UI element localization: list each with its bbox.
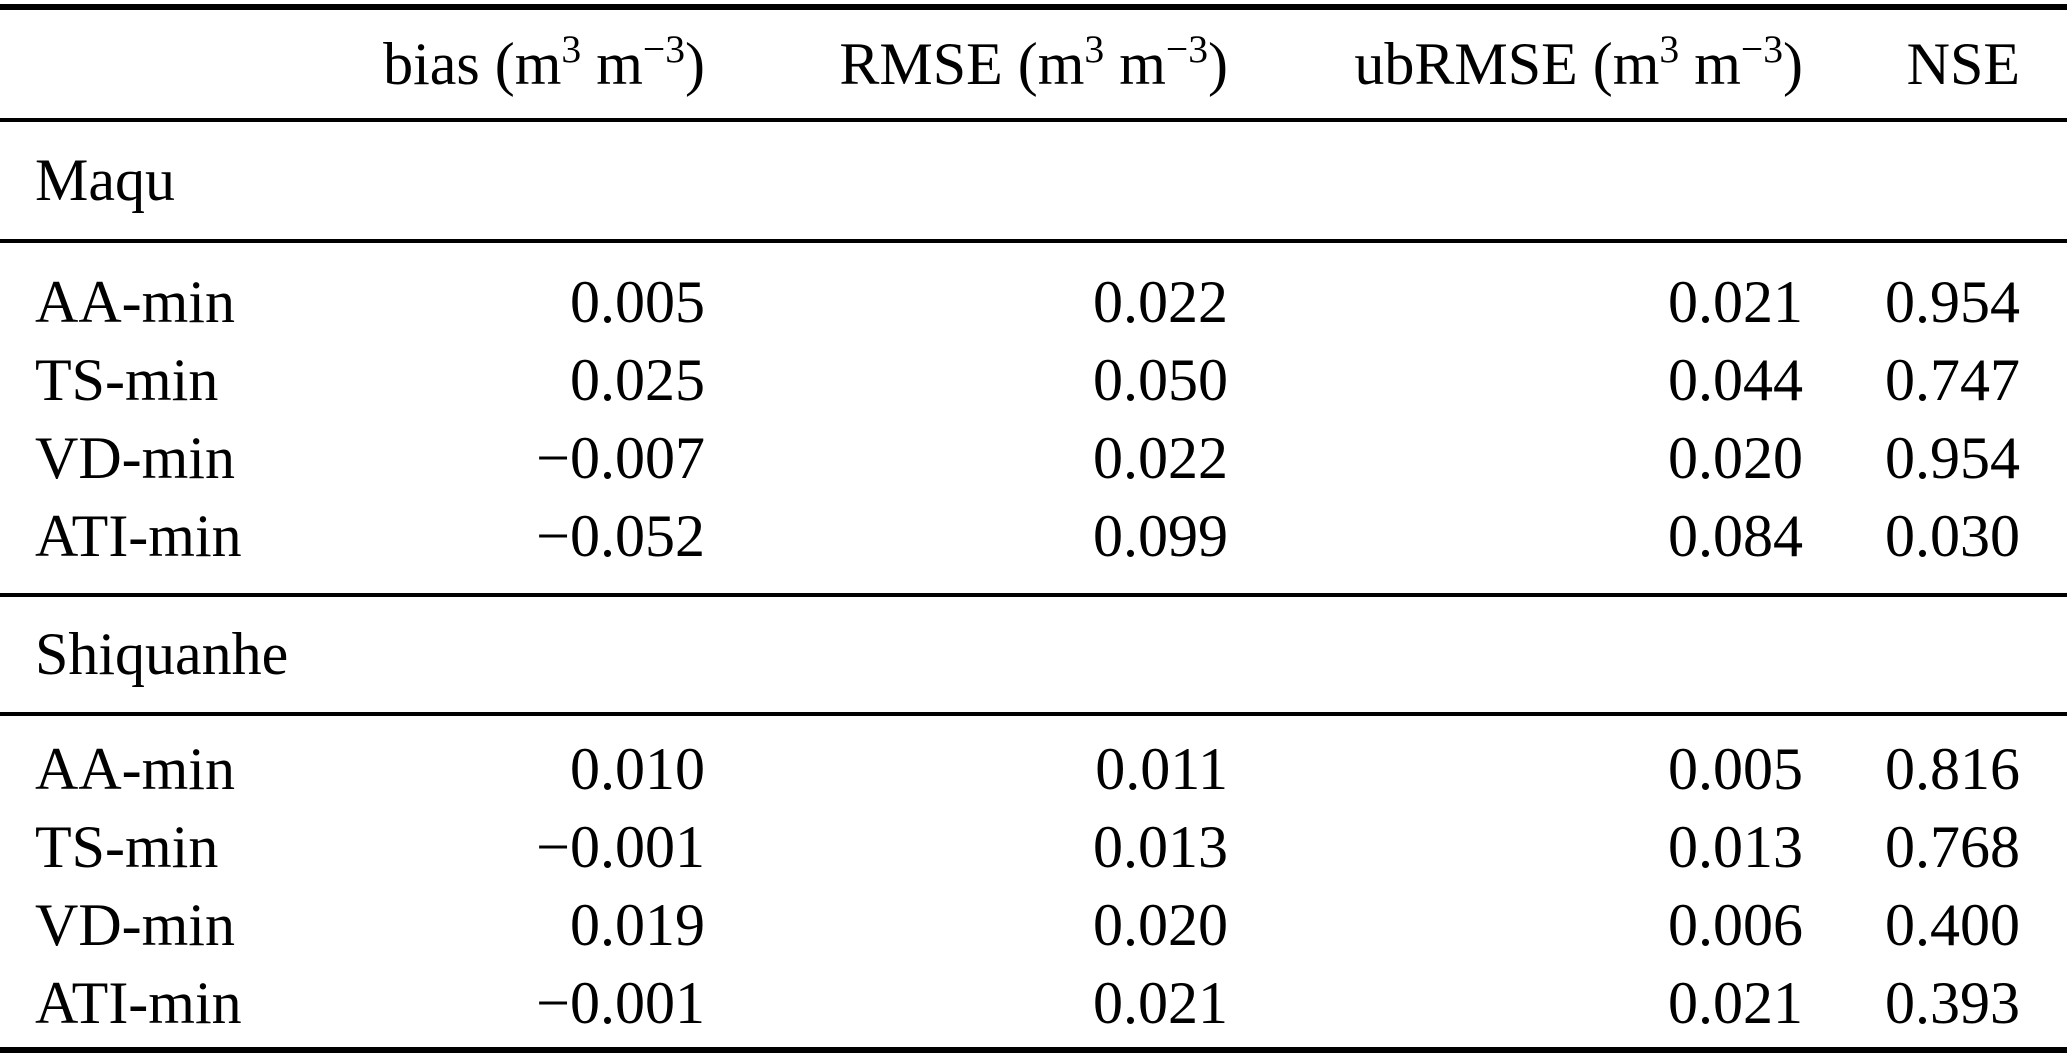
row-label-cell: VD-min xyxy=(35,424,235,491)
rmse-value-cell: 0.050 xyxy=(1093,346,1228,413)
section-title: Maqu xyxy=(35,147,175,213)
table-row: AA-min 0.010 0.011 0.005 0.816 xyxy=(0,730,2067,808)
header-bottom-rule xyxy=(0,118,2067,122)
section-rows-0: AA-min 0.005 0.022 0.021 0.954 TS-min 0.025 0.0… xyxy=(0,243,2067,593)
section-rows-1: AA-min 0.010 0.011 0.005 0.816 TS-min −0.001 0.… xyxy=(0,716,2067,1047)
section-header-1: Shiquanhe xyxy=(0,597,2067,712)
ubrmse-value-cell: 0.084 xyxy=(1668,502,1803,569)
rmse-value-cell: 0.099 xyxy=(1093,502,1228,569)
table-row: TS-min 0.025 0.050 0.044 0.747 xyxy=(0,341,2067,419)
superscript-exponent: −3 xyxy=(642,26,686,71)
table-header-row: bias (m3 m−3) RMSE (m3 m−3) ubRMSE (m3 m−3… xyxy=(0,10,2067,118)
column-header-bias: bias (m3 m−3) xyxy=(360,26,705,99)
superscript-exponent: 3 xyxy=(1659,26,1680,71)
table-row: AA-min 0.005 0.022 0.021 0.954 xyxy=(0,263,2067,341)
bias-value-cell: −0.007 xyxy=(536,424,705,491)
nse-value-cell: 0.400 xyxy=(1885,891,2020,958)
column-header-rmse: RMSE (m3 m−3) xyxy=(705,26,1228,99)
section-title: Shiquanhe xyxy=(35,621,289,687)
table-row: ATI-min −0.001 0.021 0.021 0.393 xyxy=(0,964,2067,1042)
header-text: ) xyxy=(1208,30,1228,97)
header-text: NSE xyxy=(1906,30,2020,97)
row-label-cell: ATI-min xyxy=(35,502,242,569)
table-row: TS-min −0.001 0.013 0.013 0.768 xyxy=(0,808,2067,886)
bias-value-cell: 0.025 xyxy=(570,346,705,413)
ubrmse-value-cell: 0.021 xyxy=(1668,268,1803,335)
table-row: ATI-min −0.052 0.099 0.084 0.030 xyxy=(0,497,2067,575)
section-divider-rule xyxy=(0,593,2067,597)
header-text: RMSE (m xyxy=(839,30,1085,97)
row-label-cell: AA-min xyxy=(35,268,235,335)
header-text: ubRMSE (m xyxy=(1354,30,1660,97)
ubrmse-value-cell: 0.005 xyxy=(1668,735,1803,802)
superscript-exponent: 3 xyxy=(561,26,582,71)
row-label-cell: AA-min xyxy=(35,735,235,802)
header-text: m xyxy=(581,30,643,97)
bias-value-cell: 0.019 xyxy=(570,891,705,958)
rmse-value-cell: 0.020 xyxy=(1093,891,1228,958)
header-text: m xyxy=(1679,30,1741,97)
nse-value-cell: 0.816 xyxy=(1885,735,2020,802)
header-text: ) xyxy=(1783,30,1803,97)
ubrmse-value-cell: 0.044 xyxy=(1668,346,1803,413)
superscript-exponent: 3 xyxy=(1084,26,1105,71)
ubrmse-value-cell: 0.021 xyxy=(1668,969,1803,1036)
row-label-cell: TS-min xyxy=(35,346,219,413)
superscript-exponent: −3 xyxy=(1740,26,1784,71)
ubrmse-value-cell: 0.013 xyxy=(1668,813,1803,880)
section-rule-1 xyxy=(0,712,2067,716)
bias-value-cell: −0.052 xyxy=(536,502,705,569)
bias-value-cell: −0.001 xyxy=(536,969,705,1036)
section-header-0: Maqu xyxy=(0,122,2067,239)
rmse-value-cell: 0.011 xyxy=(1095,735,1228,802)
bias-value-cell: 0.005 xyxy=(570,268,705,335)
column-header-nse: NSE xyxy=(1803,30,2020,99)
table-top-rule xyxy=(0,4,2067,10)
table-body: Maqu AA-min 0.005 0.022 0.021 0.954 TS-min 0.02… xyxy=(0,122,2067,1047)
rmse-value-cell: 0.022 xyxy=(1093,268,1228,335)
nse-value-cell: 0.747 xyxy=(1885,346,2020,413)
header-text: ) xyxy=(685,30,705,97)
bias-value-cell: −0.001 xyxy=(536,813,705,880)
table-row: VD-min −0.007 0.022 0.020 0.954 xyxy=(0,419,2067,497)
row-label-cell: TS-min xyxy=(35,813,219,880)
superscript-exponent: −3 xyxy=(1165,26,1209,71)
column-header-ubrmse: ubRMSE (m3 m−3) xyxy=(1228,26,1803,99)
nse-value-cell: 0.393 xyxy=(1885,969,2020,1036)
nse-value-cell: 0.030 xyxy=(1885,502,2020,569)
ubrmse-value-cell: 0.006 xyxy=(1668,891,1803,958)
header-text: m xyxy=(1104,30,1166,97)
nse-value-cell: 0.768 xyxy=(1885,813,2020,880)
table-bottom-rule xyxy=(0,1047,2067,1053)
nse-value-cell: 0.954 xyxy=(1885,424,2020,491)
table-row: VD-min 0.019 0.020 0.006 0.400 xyxy=(0,886,2067,964)
row-label-cell: VD-min xyxy=(35,891,235,958)
rmse-value-cell: 0.022 xyxy=(1093,424,1228,491)
section-rule-0 xyxy=(0,239,2067,243)
rmse-value-cell: 0.021 xyxy=(1093,969,1228,1036)
ubrmse-value-cell: 0.020 xyxy=(1668,424,1803,491)
row-label-cell: ATI-min xyxy=(35,969,242,1036)
nse-value-cell: 0.954 xyxy=(1885,268,2020,335)
bias-value-cell: 0.010 xyxy=(570,735,705,802)
header-text: bias (m xyxy=(383,30,562,97)
rmse-value-cell: 0.013 xyxy=(1093,813,1228,880)
